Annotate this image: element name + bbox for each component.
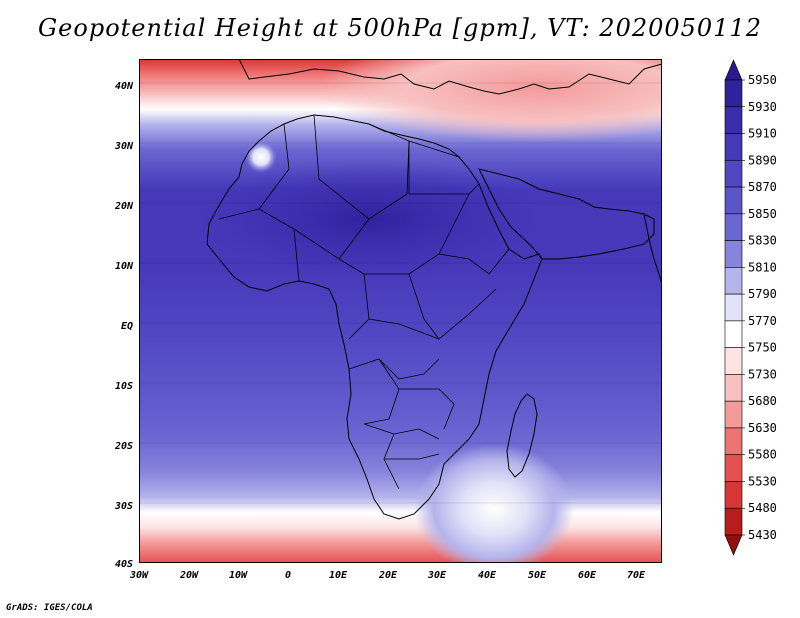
lat-label: 10S [115,381,133,392]
lat-label: 10N [115,261,134,272]
colorbar-segment [724,240,743,268]
colorbar-label: 5830 [748,234,777,248]
colorbar-segment [724,507,743,536]
map-frame [139,59,662,563]
height-field [139,59,662,563]
europe-coastline [238,59,662,95]
colorbar-label: 5770 [748,314,777,328]
longitude-labels: 30W 20W 10W 0 10E 20E 30E 40E 50E 60E 70… [129,570,646,581]
colorbar-segment [724,159,743,188]
lon-label: 50E [528,570,547,581]
lon-label: 30W [129,570,149,581]
colorbar-top-arrow [724,59,743,81]
colorbar-segment [724,427,743,456]
madagascar-coastline [506,393,538,478]
colorbar-label: 5430 [748,528,777,542]
southern-low-region [414,444,574,563]
latitude-labels: 40N 30N 20N 10N EQ 10S 20S 30S 40S [114,81,134,570]
colorbar-label: 5580 [748,448,777,462]
sahara-low-spot [245,141,277,173]
colorbar-segment [724,267,743,295]
colorbar-label: 5480 [748,501,777,515]
colorbar-segment [724,320,743,348]
colorbar-label: 5890 [748,153,777,167]
lon-label: 70E [627,570,646,581]
lon-label: 20W [179,570,199,581]
colorbar-label: 5930 [748,100,777,114]
lat-label: 20N [114,201,134,212]
colorbar-segment [724,454,743,482]
lon-label: 30E [427,570,447,581]
lat-label: EQ [121,321,133,332]
lat-label: 40S [115,559,133,570]
colorbar-label: 5950 [748,73,777,87]
colorbar-label: 5810 [748,260,777,274]
coastlines [206,59,662,520]
colorbar-segment [724,79,743,108]
colorbar-segment [724,400,743,429]
lon-label: 60E [578,570,597,581]
colorbar-label: 5530 [748,474,777,488]
lat-label: 30S [114,501,133,512]
colorbar-bottom-arrow [724,534,743,556]
colorbar-label: 5680 [748,394,777,408]
colorbar-label: 5790 [748,287,777,301]
colorbar-label: 5850 [748,207,777,221]
colorbar-label: 5870 [748,180,777,194]
colorbar-segment [724,293,743,322]
lat-label: 20S [114,441,133,452]
colorbar-segment [724,213,743,241]
lon-label: 20E [378,570,398,581]
colorbar-segment [724,133,743,161]
colorbar-label: 5630 [748,421,777,435]
lon-label: 10W [229,570,248,581]
colorbar-segment [724,374,743,402]
lat-label: 40N [115,81,134,92]
credit-text: GrADS: IGES/COLA [6,603,93,613]
height-map [139,59,662,563]
colorbar-segment [724,347,743,375]
colorbar-segment [724,106,743,134]
lon-label: 40E [478,570,497,581]
africa-coastline [206,114,543,520]
colorbar-label: 5730 [748,367,777,381]
lon-label: 10E [329,570,348,581]
colorbar-segment [724,186,743,215]
india-coastline [643,213,662,285]
map-title: Geopotential Height at 500hPa [gpm], VT:… [38,14,762,42]
lat-label: 30N [114,141,134,152]
colorbar-label: 5750 [748,341,777,355]
colorbar-label: 5910 [748,127,777,141]
country-borders [218,114,510,490]
colorbar-segment [724,481,743,509]
map-grid [139,82,662,504]
colorbar: 5950 5930 5910 5890 5870 5850 5830 5810 5790 5770… [724,59,777,556]
lon-label: 0 [285,570,291,581]
northern-high-region [319,59,662,142]
